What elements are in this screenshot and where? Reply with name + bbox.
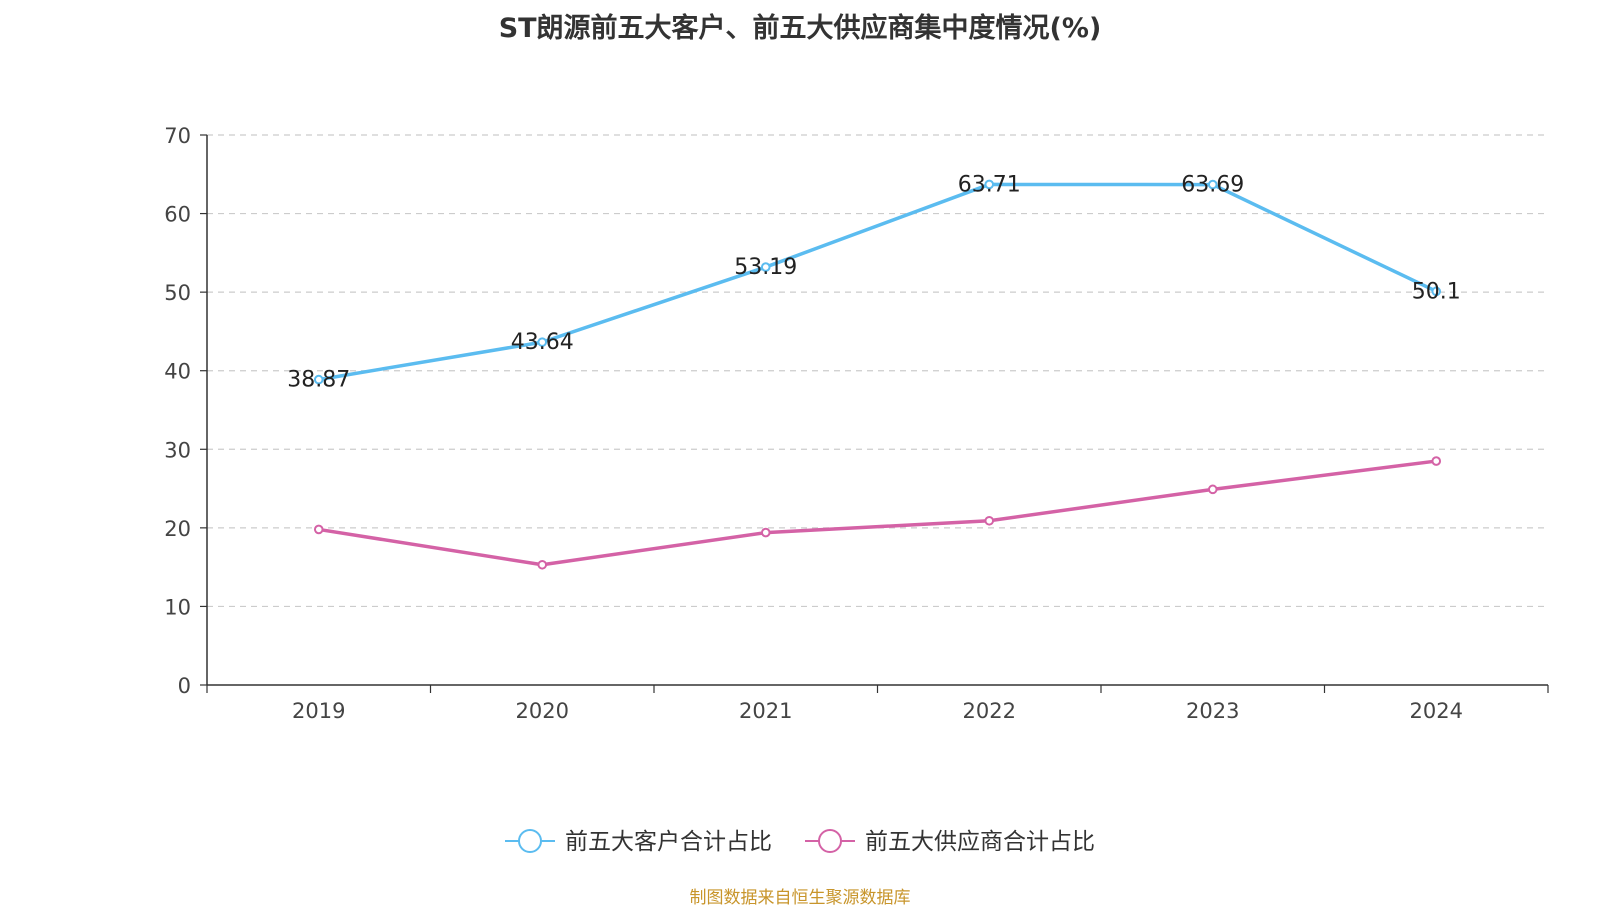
data-label: 50.1 — [1412, 279, 1461, 304]
legend-marker — [818, 829, 842, 853]
legend-label: 前五大客户合计占比 — [565, 829, 772, 855]
x-tick-label: 2020 — [516, 699, 569, 723]
series-2-point — [760, 527, 771, 538]
series-1-point — [1207, 179, 1218, 190]
series-1-point — [984, 179, 995, 190]
series-1-point — [760, 262, 771, 272]
series-1-point — [537, 337, 548, 347]
data-label: 53.19 — [734, 255, 797, 280]
y-tick-label: 30 — [164, 438, 191, 462]
x-tick-label: 2022 — [963, 699, 1016, 723]
data-label: 63.69 — [1181, 173, 1244, 198]
series-2-point — [1431, 456, 1442, 466]
series-2-point — [537, 559, 548, 570]
series-line-2 — [318, 459, 1437, 567]
x-tick-label: 2019 — [292, 699, 345, 723]
data-label: 63.71 — [958, 172, 1021, 197]
legend[interactable]: 前五大客户合计占比 前五大供应商合计占比 — [505, 829, 1095, 855]
y-tick-label: 20 — [164, 517, 191, 541]
x-tick-label: 2023 — [1186, 699, 1239, 723]
legend-item-2[interactable]: 前五大供应商合计占比 — [805, 829, 1095, 855]
y-tick-label: 50 — [164, 281, 191, 305]
y-tick-label: 60 — [164, 203, 191, 227]
legend-label: 前五大供应商合计占比 — [865, 829, 1095, 855]
series-2-point — [1207, 484, 1218, 495]
source-note: 制图数据来自恒生聚源数据库 — [689, 888, 911, 908]
data-label: 38.87 — [287, 368, 350, 393]
grid-lines — [207, 134, 1548, 608]
axes: 0 10 20 30 40 50 60 70 2019 2020 2021 2022 2023 2024 — [164, 124, 1549, 723]
data-label: 43.64 — [511, 330, 574, 355]
series-1-point — [1431, 286, 1442, 297]
series-2-point — [313, 524, 324, 535]
data-labels: 38.87 43.64 53.19 63.71 63.69 50.1 — [287, 172, 1460, 392]
series-lines — [313, 179, 1442, 570]
series-2-point — [984, 515, 995, 526]
chart-title: ST朗源前五大客户、前五大供应商集中度情况(%) — [498, 13, 1102, 44]
x-tick-label: 2024 — [1410, 699, 1463, 723]
x-tick-label: 2021 — [739, 699, 792, 723]
legend-marker — [518, 829, 542, 853]
y-tick-label: 70 — [164, 124, 191, 148]
y-tick-label: 10 — [164, 595, 191, 619]
series-1-point — [313, 374, 324, 385]
legend-item-1[interactable]: 前五大客户合计占比 — [505, 829, 772, 855]
series-line-1 — [318, 182, 1438, 382]
y-tick-label: 0 — [178, 674, 191, 698]
y-tick-label: 40 — [164, 360, 191, 384]
